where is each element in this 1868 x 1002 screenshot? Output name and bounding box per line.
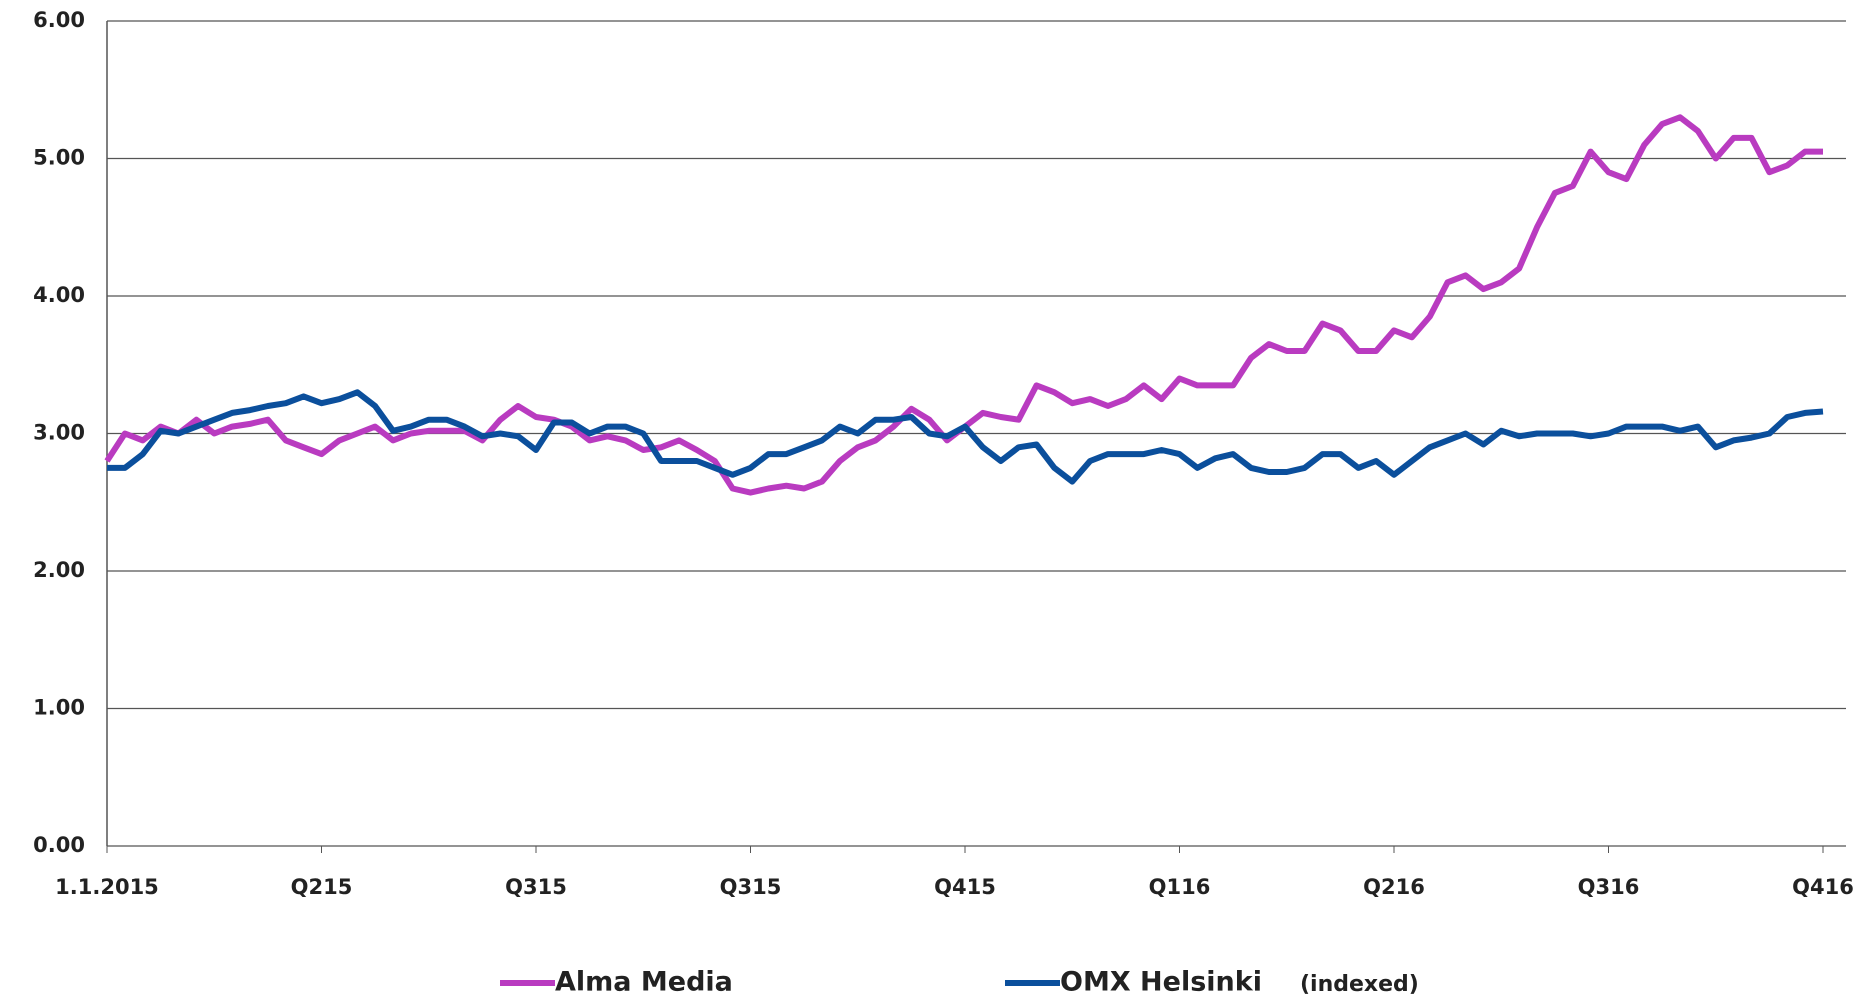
x-tick-label: Q316	[1578, 875, 1640, 899]
y-tick-label: 1.00	[33, 696, 85, 720]
legend-label: Alma Media	[555, 967, 733, 998]
y-tick-label: 0.00	[33, 833, 85, 857]
x-tick-label: Q315	[720, 875, 782, 899]
x-tick-label: Q116	[1149, 875, 1211, 899]
x-tick-label: 1.1.2015	[55, 875, 159, 899]
series-line	[107, 389, 1824, 485]
x-tick-label: Q216	[1363, 875, 1425, 899]
y-tick-label: 6.00	[33, 8, 85, 32]
annotation: (indexed)	[1300, 972, 1419, 997]
x-tick-label: Q416	[1792, 875, 1854, 899]
legend-label: OMX Helsinki	[1060, 967, 1262, 998]
y-tick-label: 3.00	[33, 421, 85, 445]
x-tick-label: Q315	[505, 875, 567, 899]
x-tick-label: Q415	[934, 875, 996, 899]
x-tick-label: Q215	[291, 875, 353, 899]
y-tick-label: 4.00	[33, 283, 85, 307]
y-tick-label: 2.00	[33, 558, 85, 582]
y-tick-label: 5.00	[33, 146, 85, 170]
